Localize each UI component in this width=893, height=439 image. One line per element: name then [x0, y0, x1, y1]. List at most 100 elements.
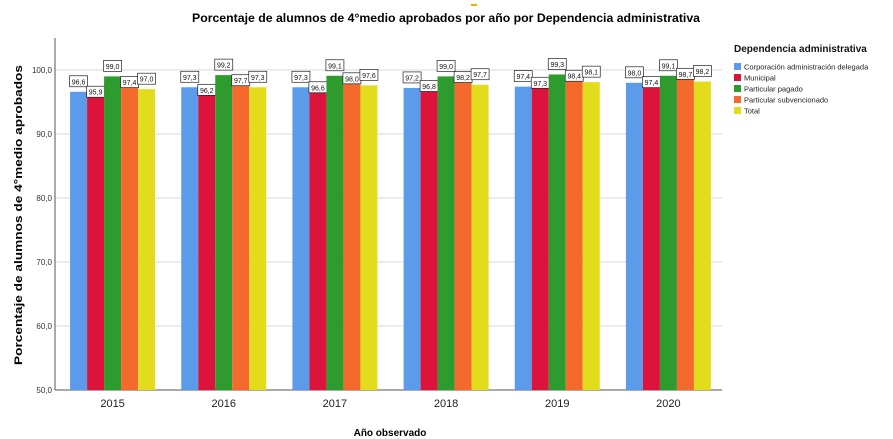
data-label: 99,1 [328, 63, 342, 70]
data-label-box [581, 65, 601, 78]
legend-item-label: Municipal [744, 74, 776, 83]
bar-corporaci-n-administraci-n-delegada-2016 [181, 87, 199, 390]
legend-swatch [734, 74, 741, 81]
data-label-box [248, 70, 268, 83]
y-tick-label: 70,0 [36, 258, 52, 267]
data-label: 96,6 [72, 79, 86, 86]
bar-corporaci-n-administraci-n-delegada-2020 [625, 82, 643, 391]
chart-title: Porcentaje de alumnos de 4°medio aprobad… [192, 11, 700, 25]
y-tick-label: 80,0 [36, 194, 52, 203]
data-label-box [325, 59, 345, 72]
bar-particular-subvencionado-2016 [232, 84, 250, 390]
data-label: 98,1 [584, 70, 598, 77]
legend-swatch [734, 107, 741, 114]
x-axis-label: Año observado [354, 428, 427, 439]
legend-swatch [734, 63, 741, 70]
data-label: 97,6 [362, 73, 376, 80]
data-label: 95,9 [89, 90, 103, 97]
data-label: 97,3 [183, 75, 197, 82]
x-tick-label: 2018 [434, 398, 458, 410]
bar-total-2017 [360, 85, 378, 391]
data-label: 98,2 [456, 75, 470, 82]
data-label-box [137, 72, 156, 85]
data-label: 96,8 [422, 84, 436, 91]
bar-corporaci-n-administraci-n-delegada-2019 [514, 86, 532, 390]
data-label: 97,4 [516, 74, 530, 81]
bar-total-2018 [471, 84, 489, 390]
data-label: 99,0 [106, 64, 120, 71]
data-label: 96,6 [311, 85, 325, 92]
data-label-box [659, 59, 678, 72]
y-axis-label: Porcentaje de alumnos de 4°medio aprobad… [13, 65, 25, 365]
x-tick-label: 2019 [545, 398, 569, 410]
bar-municipal-2017 [309, 91, 327, 390]
data-label: 99,1 [662, 63, 676, 70]
data-label-box [402, 71, 422, 84]
legend-swatch [734, 96, 741, 103]
bar-particular-pagado-2018 [437, 76, 455, 391]
data-label-box [436, 60, 456, 72]
bar-particular-pagado-2020 [659, 75, 677, 390]
bar-municipal-2016 [198, 94, 216, 390]
bar-particular-subvencionado-2015 [121, 86, 139, 390]
y-tick-label: 100,0 [32, 66, 53, 75]
data-label-box [291, 70, 311, 83]
bar-municipal-2015 [87, 96, 105, 391]
bar-corporaci-n-administraci-n-delegada-2018 [403, 87, 421, 391]
data-label: 97,4 [123, 80, 137, 87]
data-label-box [547, 58, 567, 70]
data-label-box [359, 69, 379, 81]
bar-total-2015 [138, 89, 156, 390]
y-tick-label: 50,0 [36, 386, 52, 395]
bar-total-2020 [693, 81, 711, 391]
x-tick-label: 2020 [656, 398, 680, 410]
data-label-box [214, 58, 234, 71]
bar-particular-subvencionado-2019 [565, 80, 583, 391]
bar-particular-pagado-2017 [326, 75, 344, 390]
data-label: 97,4 [645, 80, 659, 87]
data-label: 99,2 [217, 63, 231, 70]
data-label: 99,0 [439, 64, 453, 71]
data-label-box [470, 68, 490, 81]
data-label: 96,2 [200, 88, 214, 95]
bar-municipal-2018 [420, 90, 438, 390]
legend-item-label: Total [744, 107, 760, 116]
data-label-box [180, 70, 200, 83]
x-tick-label: 2016 [212, 398, 236, 410]
data-label: 97,0 [140, 77, 154, 84]
data-label-box [513, 70, 533, 82]
legend-title: Dependencia administrativa [734, 44, 867, 55]
bar-particular-pagado-2016 [215, 75, 233, 391]
title-accent-mark [471, 4, 477, 6]
y-tick-label: 90,0 [36, 130, 52, 139]
legend-item-label: Particular pagado [744, 85, 803, 94]
y-tick-label: 60,0 [36, 322, 52, 331]
legend-item-label: Particular subvencionado [744, 96, 828, 105]
bar-particular-subvencionado-2018 [454, 81, 472, 391]
legend-swatch [734, 85, 741, 92]
data-label: 97,2 [405, 75, 419, 82]
x-tick-label: 2017 [323, 398, 347, 410]
bar-corporaci-n-administraci-n-delegada-2017 [292, 87, 310, 390]
x-tick-label: 2015 [100, 398, 124, 410]
data-label-box [103, 60, 122, 72]
data-label: 97,3 [251, 75, 265, 82]
bar-total-2019 [582, 82, 600, 390]
data-label: 97,3 [294, 75, 308, 82]
data-label: 98,2 [696, 69, 710, 76]
bar-total-2016 [249, 87, 267, 390]
bar-municipal-2019 [531, 87, 549, 390]
data-label: 99,3 [550, 62, 564, 69]
bar-corporaci-n-administraci-n-delegada-2015 [70, 91, 88, 390]
data-label: 97,3 [533, 81, 547, 88]
data-label-box [625, 66, 644, 79]
data-label: 98,4 [567, 74, 581, 81]
data-label-box [693, 65, 712, 77]
bar-municipal-2020 [642, 86, 660, 390]
bar-particular-subvencionado-2017 [343, 82, 361, 391]
data-label: 98,7 [679, 72, 693, 79]
data-label: 98,0 [345, 76, 359, 83]
bar-particular-pagado-2015 [104, 76, 122, 391]
data-label-box [69, 75, 88, 88]
